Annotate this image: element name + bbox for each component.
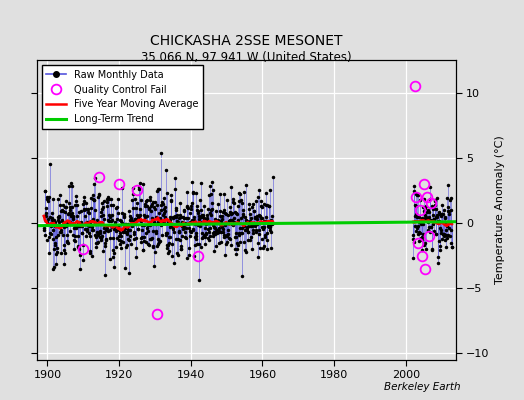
Text: 35.066 N, 97.941 W (United States): 35.066 N, 97.941 W (United States) (141, 51, 352, 64)
Legend: Raw Monthly Data, Quality Control Fail, Five Year Moving Average, Long-Term Tren: Raw Monthly Data, Quality Control Fail, … (41, 65, 203, 129)
Text: Berkeley Earth: Berkeley Earth (385, 382, 461, 392)
Text: CHICKASHA 2SSE MESONET: CHICKASHA 2SSE MESONET (150, 34, 343, 48)
Y-axis label: Temperature Anomaly (°C): Temperature Anomaly (°C) (495, 136, 505, 284)
